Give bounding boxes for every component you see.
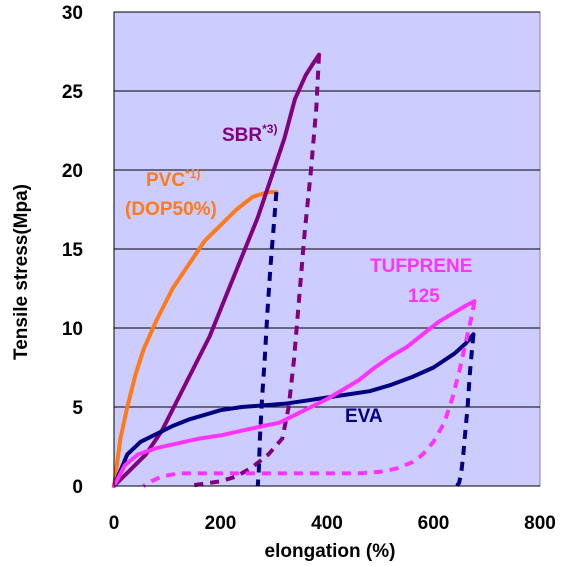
x-tick-label: 800 — [524, 513, 556, 534]
x-tick-label: 400 — [311, 513, 343, 534]
y-tick-label: 10 — [62, 319, 83, 340]
tufprene-label: TUFPRENE — [370, 256, 472, 277]
x-tick-labels: 0 200 400 600 800 — [109, 513, 556, 534]
sbr-label: SBR*3) — [222, 122, 277, 146]
x-tick-label: 600 — [418, 513, 450, 534]
tufprene-125-label: 125 — [408, 286, 440, 307]
series-line-sbr-unload — [188, 54, 321, 488]
y-tick-label: 25 — [62, 82, 84, 103]
y-tick-label: 0 — [72, 477, 83, 498]
y-tick-labels: 0 5 10 15 20 25 30 — [62, 3, 84, 498]
eva-label: EVA — [345, 406, 383, 427]
series-line-eva-unload — [455, 334, 476, 488]
series-layer — [112, 52, 477, 488]
x-tick-label: 0 — [109, 513, 120, 534]
pvc-dop-label: (DOP50%) — [125, 199, 217, 220]
series-line-tufprene-125 — [112, 299, 477, 488]
y-tick-label: 15 — [62, 240, 84, 261]
series-line-tufprene-125-unload — [142, 300, 477, 488]
series-line-pvc-dop50 — [112, 190, 279, 488]
x-axis-title: elongation (%) — [265, 541, 396, 562]
y-tick-label: 5 — [72, 398, 83, 419]
series-line-pvc-unload — [255, 191, 279, 487]
x-tick-label: 200 — [205, 513, 237, 534]
series-line-sbr — [112, 52, 321, 488]
pvc-label: PVC*1) — [146, 167, 200, 191]
series-line-eva — [112, 332, 476, 488]
y-tick-label: 20 — [62, 161, 83, 182]
y-tick-label: 30 — [62, 3, 83, 24]
y-axis-title: Tensile stress(Mpa) — [11, 184, 32, 360]
